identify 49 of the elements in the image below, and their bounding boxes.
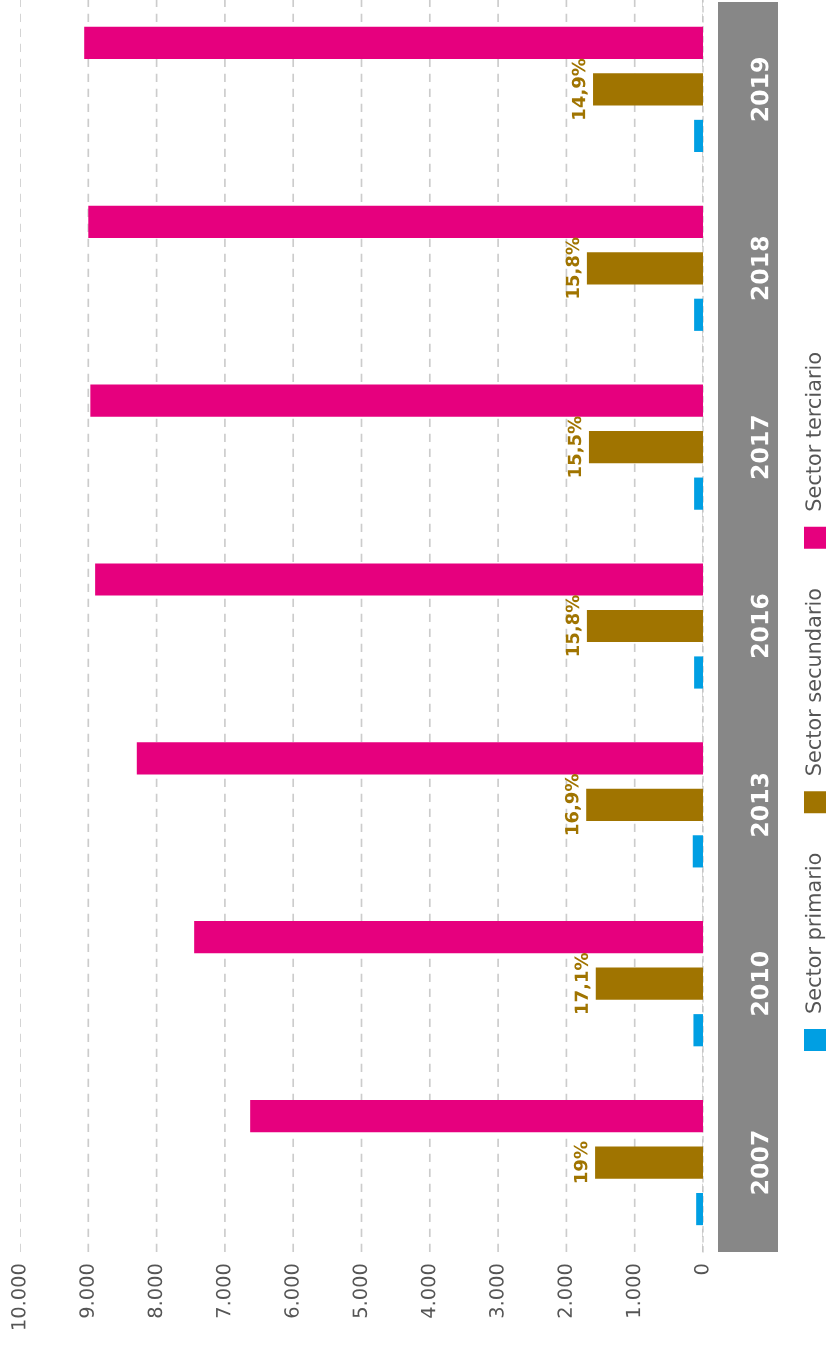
bar xyxy=(136,742,703,775)
bar xyxy=(84,26,703,60)
bar xyxy=(194,921,703,954)
y-tick-label: 2019 xyxy=(750,58,769,121)
bar xyxy=(586,609,703,643)
bar xyxy=(90,384,703,417)
annotation: 15,8% xyxy=(565,237,582,298)
y-tick-label: 2010 xyxy=(750,951,769,1015)
x-tick-label: 2.000 xyxy=(557,1264,573,1318)
annotation: 15,8% xyxy=(565,595,582,656)
bar xyxy=(595,967,703,1000)
bar xyxy=(694,477,703,510)
y-tick-label: 2013 xyxy=(750,773,769,836)
bar xyxy=(694,656,703,689)
text: Sector primario xyxy=(804,853,826,1013)
bar xyxy=(696,1192,703,1226)
bar xyxy=(586,252,703,285)
annotation: 14,9% xyxy=(571,58,588,119)
x-tick-label: 5.000 xyxy=(352,1264,368,1318)
y-tick-label: 2017 xyxy=(750,416,769,479)
text: Sector secundario xyxy=(804,589,822,775)
y-tick-label: 2016 xyxy=(750,594,769,657)
bar xyxy=(694,298,703,331)
annotation: 17,1% xyxy=(574,952,591,1013)
bar xyxy=(693,1014,703,1047)
x-tick-label: 8.000 xyxy=(147,1264,163,1318)
x-tick-label: 7.000 xyxy=(215,1264,231,1318)
annotation: 16,9% xyxy=(564,774,581,835)
x-tick-label: 1.000 xyxy=(625,1264,641,1317)
bar xyxy=(588,431,703,464)
annotation: 19% xyxy=(573,1141,588,1183)
x-tick-label: 9.000 xyxy=(79,1264,94,1318)
x-tick-label: 0 xyxy=(693,1264,709,1275)
bar xyxy=(250,1099,703,1133)
x-tick-label: 3.000 xyxy=(489,1264,504,1318)
text: Sector terciario xyxy=(804,353,822,511)
bar xyxy=(595,1146,703,1179)
annotation: 15,5% xyxy=(567,416,584,477)
bar xyxy=(586,788,703,821)
bar xyxy=(692,835,703,868)
bar xyxy=(694,119,703,153)
x-tick-label: 10.000 xyxy=(10,1264,26,1330)
bar xyxy=(593,73,703,106)
y-tick-label: 2018 xyxy=(750,236,769,300)
bar xyxy=(95,563,703,596)
x-tick-label: 6.000 xyxy=(284,1264,299,1318)
x-tick-label: 4.000 xyxy=(420,1264,436,1318)
bar xyxy=(88,205,703,238)
y-tick-label: 2007 xyxy=(750,1131,769,1194)
